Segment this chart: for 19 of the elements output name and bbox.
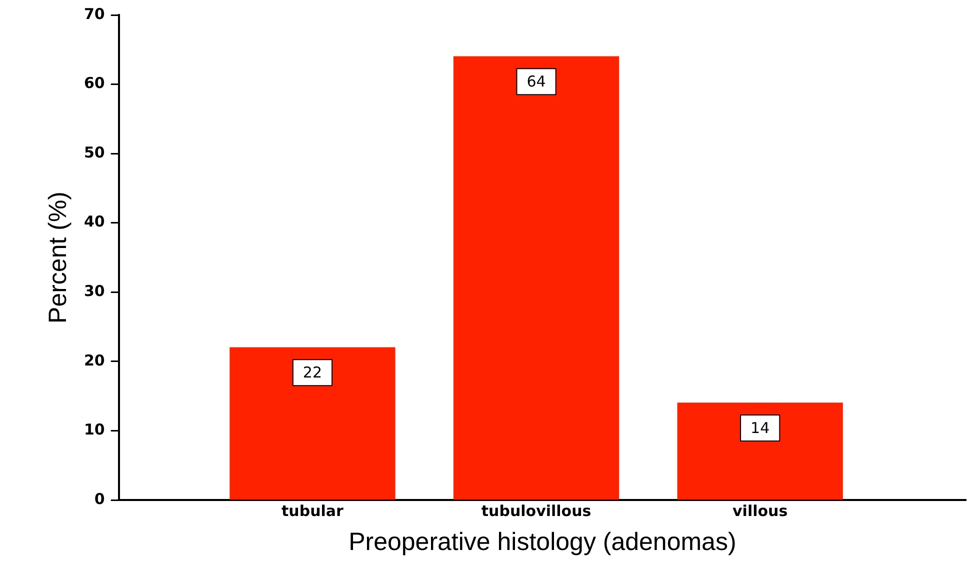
y-tick-label: 20 [84,351,105,370]
x-tick-label: villous [732,502,788,520]
data-label: 14 [750,418,770,437]
y-tick-label: 10 [84,420,105,439]
data-label: 22 [302,363,322,382]
bar [230,347,396,500]
bar [453,56,620,500]
x-tick-label: tubular [282,502,344,520]
data-label: 64 [526,72,546,90]
y-tick-label: 40 [84,212,105,231]
y-tick-label: 50 [84,143,105,162]
x-axis-title: Preoperative histology (adenomas) [348,528,736,556]
y-tick-label: 70 [84,4,105,23]
y-tick-label: 60 [84,74,105,92]
y-tick-label: 0 [94,490,105,508]
bar [677,402,843,500]
y-tick-label: 30 [84,282,105,300]
y-axis-title: Percent (%) [44,192,72,324]
x-tick-label: tubulovillous [481,502,592,520]
